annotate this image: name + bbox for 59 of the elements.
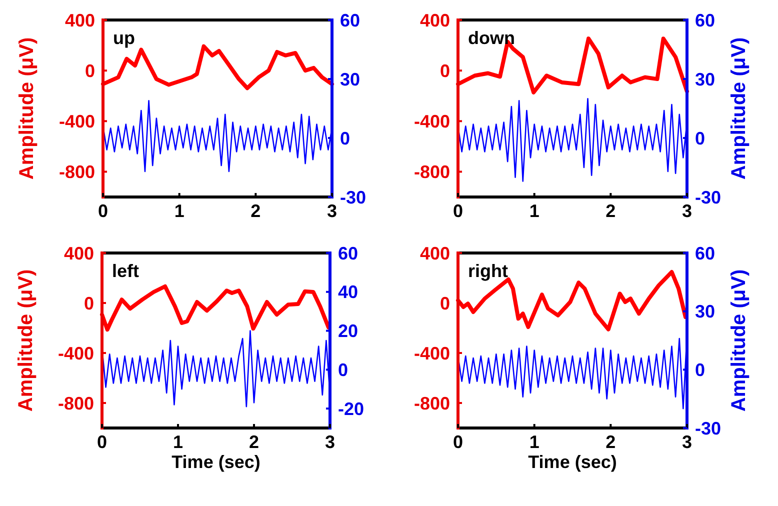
x-tick-label: 3 <box>326 201 338 221</box>
y-tick-label: 0 <box>84 293 94 314</box>
x-tick-label: 1 <box>174 201 184 221</box>
y2-tick-label: 0 <box>695 128 706 148</box>
x-tick-label: 0 <box>98 201 108 221</box>
y2-tick-label: -30 <box>340 187 366 208</box>
y2-tick-label: -30 <box>695 418 722 438</box>
y2-tick-label: 0 <box>340 128 350 148</box>
text: up <box>113 28 135 48</box>
x-tick-label: 2 <box>606 201 616 221</box>
x-tick-label: 3 <box>682 432 692 452</box>
y-tick-label: -400 <box>58 343 94 364</box>
x-tick-label: 0 <box>452 432 464 452</box>
x-tick-label: 1 <box>529 432 540 452</box>
x-tick-label: 0 <box>452 201 464 221</box>
x-tick-label: 3 <box>682 201 692 221</box>
y2-tick-label: 20 <box>338 321 358 342</box>
y2-axis-title: Amplitude (μV) <box>728 37 750 180</box>
y-tick-label: 0 <box>440 60 450 81</box>
y-tick-label: 400 <box>420 243 450 264</box>
text: down <box>468 28 515 48</box>
y-tick-label: -400 <box>414 343 450 364</box>
x-tick-label: 1 <box>172 432 184 452</box>
y2-tick-label: 60 <box>695 10 716 30</box>
y-tick-label: 0 <box>440 293 450 314</box>
x-tick-label: 3 <box>324 432 336 452</box>
y-tick-label: 400 <box>64 243 94 264</box>
y2-tick-label: 40 <box>338 282 358 302</box>
x-tick-label: 1 <box>529 201 540 221</box>
chart-title: left <box>112 261 140 281</box>
y-tick-label: -800 <box>58 162 95 182</box>
y-tick-label: 400 <box>420 10 450 30</box>
y-tick-label: -800 <box>414 162 450 182</box>
y2-tick-label: 30 <box>695 69 716 90</box>
y-axis-title: Amplitude (μV) <box>16 37 38 180</box>
x-axis-title: Time (sec) <box>172 452 260 472</box>
y-axis-title: Amplitude (μV) <box>15 269 37 412</box>
y-tick-label: -800 <box>414 393 450 414</box>
y2-tick-label: 60 <box>340 10 360 30</box>
y2-tick-label: 60 <box>338 243 358 264</box>
x-tick-label: 2 <box>248 432 260 452</box>
y-tick-label: -800 <box>58 393 94 414</box>
y2-tick-label: 30 <box>695 302 716 322</box>
y2-tick-label: 0 <box>695 360 706 380</box>
y2-tick-label: 0 <box>338 360 348 380</box>
y-tick-label: -400 <box>58 111 95 132</box>
y2-tick-label: -20 <box>338 398 364 419</box>
y2-tick-label: 30 <box>340 69 360 90</box>
y-tick-label: 0 <box>84 60 95 81</box>
x-tick-label: 2 <box>250 201 261 221</box>
x-tick-label: 0 <box>96 432 108 452</box>
y2-tick-label: 60 <box>695 243 716 264</box>
y-tick-label: -400 <box>414 111 450 132</box>
x-axis-title: Time (sec) <box>528 452 617 472</box>
x-tick-label: 2 <box>606 432 616 452</box>
chart-title: right <box>468 261 508 281</box>
y-tick-label: 400 <box>64 10 95 30</box>
y2-axis-title: Amplitude (μV) <box>728 269 750 412</box>
y2-tick-label: -30 <box>695 187 722 208</box>
